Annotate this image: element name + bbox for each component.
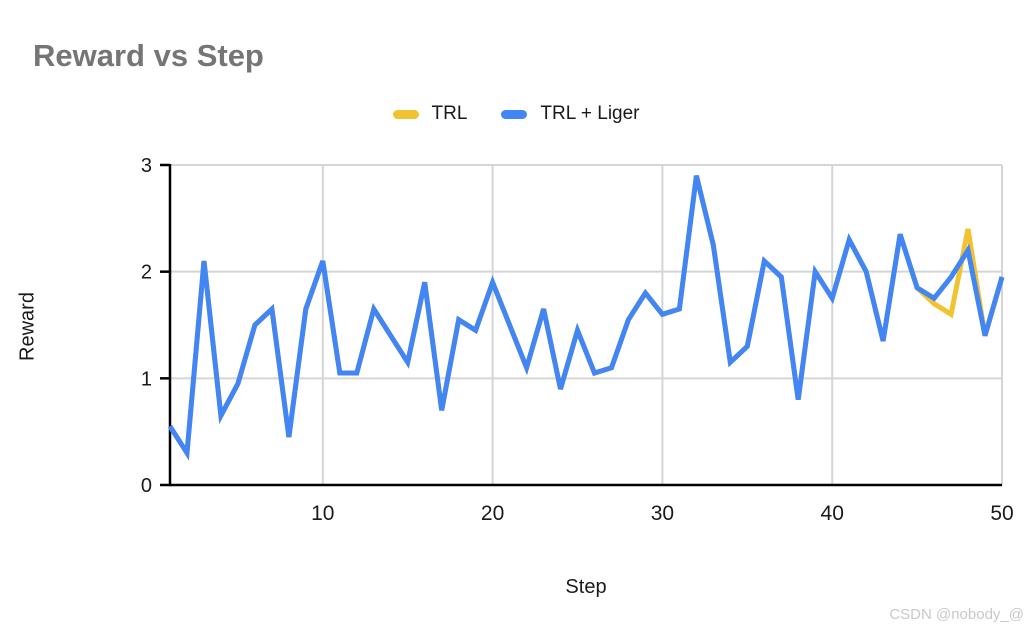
y-tick-label: 2	[141, 262, 152, 284]
legend-item-trl[interactable]: TRL	[392, 103, 468, 125]
x-axis-title: Step	[565, 576, 607, 598]
legend-label: TRL + Liger	[540, 103, 640, 124]
legend: TRL TRL + Liger	[0, 103, 1032, 125]
x-tick-label: 50	[990, 502, 1013, 525]
y-tick-label: 1	[141, 368, 152, 390]
x-tick-label: 20	[481, 502, 504, 525]
chart-title: Reward vs Step	[33, 38, 264, 73]
x-tick-label: 40	[821, 502, 844, 525]
y-axis-title: Reward	[16, 292, 39, 361]
x-tick-label: 10	[311, 502, 334, 525]
series-line-trl-liger[interactable]	[167, 175, 1005, 461]
y-tick-label: 3	[141, 155, 152, 177]
legend-item-trl-liger[interactable]: TRL + Liger	[501, 103, 640, 125]
y-tick-label: 0	[141, 475, 152, 497]
legend-label: TRL	[431, 103, 468, 124]
x-tick-label: 30	[651, 502, 674, 525]
legend-swatch-icon	[501, 109, 528, 119]
legend-swatch-icon	[392, 109, 419, 119]
watermark: CSDN @nobody_@	[889, 606, 1024, 623]
